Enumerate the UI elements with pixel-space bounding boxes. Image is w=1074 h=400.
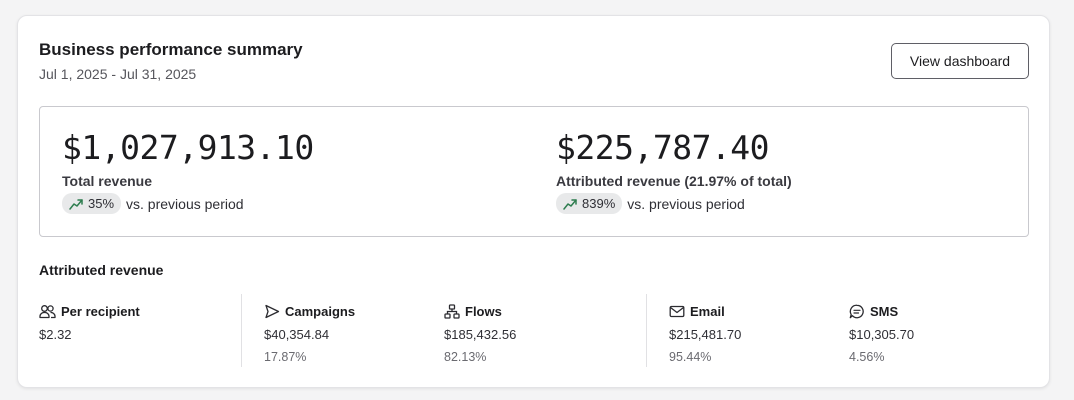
date-range: Jul 1, 2025 - Jul 31, 2025 xyxy=(39,66,197,82)
stat-sms: SMS $10,305.70 4.56% xyxy=(849,302,914,365)
sms-icon xyxy=(849,304,864,318)
view-dashboard-button[interactable]: View dashboard xyxy=(891,43,1029,79)
users-icon xyxy=(39,304,56,318)
stat-percent: 17.87% xyxy=(264,350,307,364)
stat-flows: Flows $185,432.56 82.13% xyxy=(444,302,516,365)
revenue-summary-box: $1,027,913.10 Total revenue 35% vs. prev… xyxy=(39,106,1029,237)
compare-text: vs. previous period xyxy=(126,195,244,212)
total-revenue-label: Total revenue xyxy=(62,173,152,189)
stat-value: $2.32 xyxy=(39,327,72,342)
stat-label: Flows xyxy=(465,303,502,319)
stat-value: $215,481.70 xyxy=(669,327,742,342)
card-title: Business performance summary xyxy=(39,40,303,59)
stat-label: Email xyxy=(690,303,725,319)
attributed-revenue-comparison: 839% vs. previous period xyxy=(556,193,745,214)
attributed-revenue-label: Attributed revenue (21.97% of total) xyxy=(556,173,792,189)
divider xyxy=(241,294,242,367)
total-revenue-value: $1,027,913.10 xyxy=(62,128,314,167)
compare-text: vs. previous period xyxy=(627,195,745,212)
trend-up-icon xyxy=(69,198,83,210)
stat-label: Per recipient xyxy=(61,303,140,319)
stat-percent: 4.56% xyxy=(849,350,885,364)
send-icon xyxy=(265,304,280,318)
change-value: 839% xyxy=(582,196,616,211)
stat-label: Campaigns xyxy=(285,303,356,319)
total-revenue-comparison: 35% vs. previous period xyxy=(62,193,244,214)
stat-percent: 95.44% xyxy=(669,350,712,364)
change-value: 35% xyxy=(88,196,115,211)
stat-value: $185,432.56 xyxy=(444,327,517,342)
stat-percent: 82.13% xyxy=(444,350,487,364)
divider xyxy=(646,294,647,367)
mail-icon xyxy=(669,305,685,317)
trend-up-icon xyxy=(563,198,577,210)
flow-icon xyxy=(444,303,460,319)
change-badge: 35% xyxy=(62,193,122,214)
stat-email: Email $215,481.70 95.44% xyxy=(669,302,741,365)
change-badge: 839% xyxy=(556,193,623,214)
stat-value: $40,354.84 xyxy=(264,327,330,342)
stat-campaigns: Campaigns $40,354.84 17.87% xyxy=(264,302,356,365)
stat-per-recipient: Per recipient $2.32 xyxy=(39,302,140,343)
stat-label: SMS xyxy=(870,303,899,319)
attributed-section-title: Attributed revenue xyxy=(39,262,164,278)
attributed-revenue-value: $225,787.40 xyxy=(556,128,770,167)
stat-value: $10,305.70 xyxy=(849,327,915,342)
performance-summary-card: Business performance summary Jul 1, 2025… xyxy=(17,15,1050,388)
